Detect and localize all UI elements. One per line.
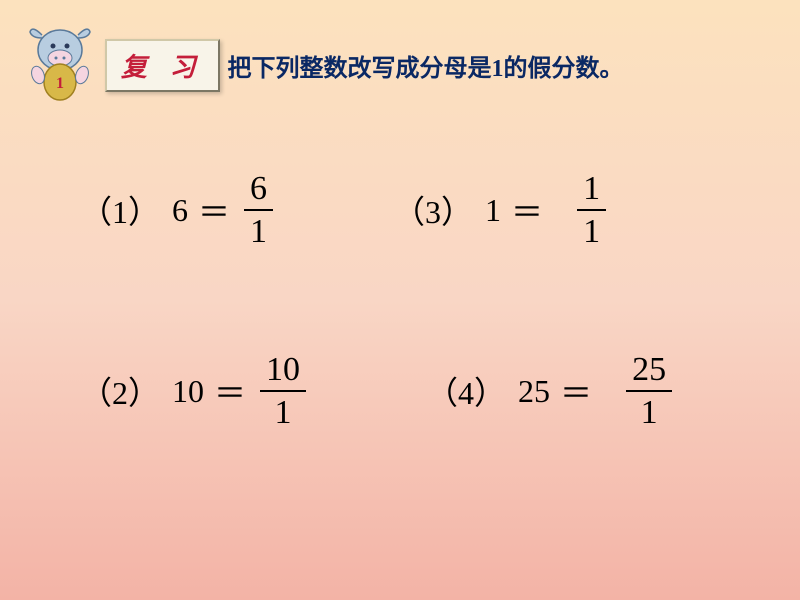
problem-value: 25: [518, 373, 550, 410]
numerator: 10: [260, 351, 306, 390]
equals-sign: ＝: [198, 187, 230, 233]
problem-label: （4）: [426, 368, 506, 414]
problem-value: 10: [172, 373, 204, 410]
instruction-text: 把下列整数改写成分母是1的假分数。: [228, 48, 624, 83]
problem-label: （3）: [393, 187, 473, 233]
problem-label: （1）: [80, 187, 160, 233]
equals-sign: ＝: [560, 368, 592, 414]
fraction: 10 1: [260, 351, 306, 432]
problem-2: （2） 10 ＝ 10 1: [80, 351, 306, 432]
problem-4: （4） 25 ＝ 25 1: [426, 351, 672, 432]
problem-1: （1） 6 ＝ 6 1: [80, 170, 273, 251]
review-badge: 复 习: [105, 39, 220, 92]
fraction: 25 1: [626, 351, 672, 432]
problem-value: 1: [485, 192, 501, 229]
problem-value: 6: [172, 192, 188, 229]
problem-row-1: （1） 6 ＝ 6 1 （3） 1 ＝ 1 1: [80, 170, 720, 251]
header: 1 复 习 把下列整数改写成分母是1的假分数。: [0, 0, 800, 110]
badge-label: 复 习: [121, 53, 204, 82]
problem-3: （3） 1 ＝ 1 1: [393, 170, 606, 251]
denominator: 1: [577, 211, 606, 250]
mascot-icon: 1: [20, 20, 100, 110]
numerator: 25: [626, 351, 672, 390]
equals-sign: ＝: [511, 187, 543, 233]
problem-label: （2）: [80, 368, 160, 414]
numerator: 6: [244, 170, 273, 209]
fraction: 6 1: [244, 170, 273, 251]
problem-row-2: （2） 10 ＝ 10 1 （4） 25 ＝ 25 1: [80, 351, 720, 432]
denominator: 1: [244, 211, 273, 250]
denominator: 1: [635, 392, 664, 431]
problems-area: （1） 6 ＝ 6 1 （3） 1 ＝ 1 1 （2） 10 ＝: [0, 170, 800, 432]
numerator: 1: [577, 170, 606, 209]
denominator: 1: [269, 392, 298, 431]
fraction: 1 1: [577, 170, 606, 251]
svg-text:1: 1: [56, 75, 64, 92]
equals-sign: ＝: [214, 368, 246, 414]
